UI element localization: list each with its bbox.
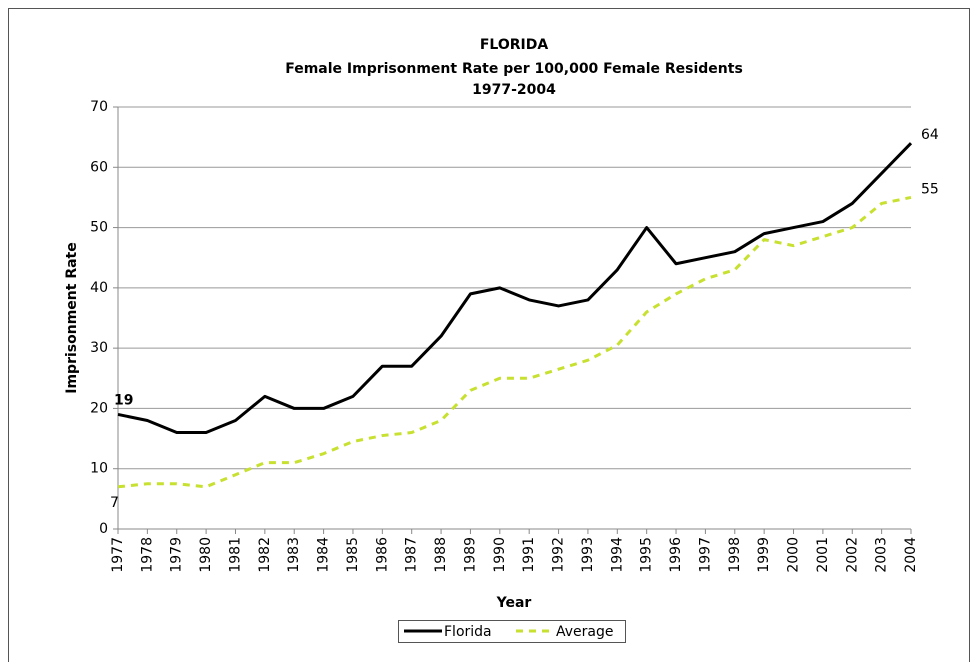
x-tick-label: 1979 — [169, 537, 185, 573]
data-label: 19 — [114, 392, 133, 408]
x-tick-label: 1981 — [227, 537, 243, 573]
y-tick-label: 40 — [90, 280, 108, 296]
x-tick-label: 1986 — [374, 537, 390, 573]
x-tick-label: 1978 — [139, 537, 155, 573]
x-tick-label: 2004 — [903, 537, 919, 573]
data-label: 64 — [921, 127, 939, 143]
data-label: 7 — [110, 495, 119, 511]
y-tick-label: 30 — [90, 340, 108, 356]
x-tick-label: 1994 — [609, 537, 625, 573]
x-tick-label: 1997 — [697, 537, 713, 573]
x-tick-label: 1983 — [286, 537, 302, 573]
x-tick-label: 2003 — [874, 537, 890, 573]
chart-period: 1977-2004 — [472, 82, 556, 98]
chart-subtitle: Female Imprisonment Rate per 100,000 Fem… — [285, 61, 743, 77]
x-tick-label: 1987 — [404, 537, 420, 573]
legend-label: Average — [556, 624, 614, 640]
x-tick-label: 1991 — [521, 537, 537, 573]
x-tick-label: 2000 — [786, 537, 802, 573]
line-series — [117, 195, 912, 489]
x-tick-label: 1998 — [727, 537, 743, 573]
x-tick-label: 1992 — [551, 537, 567, 573]
chart-title: FLORIDA — [480, 37, 548, 53]
y-axis-title: Imprisonment Rate — [64, 242, 80, 393]
x-tick-label: 1977 — [110, 537, 126, 573]
x-tick-label: 1996 — [668, 537, 684, 573]
y-tick-label: 70 — [90, 99, 108, 115]
x-tick-label: 1982 — [257, 537, 273, 573]
x-tick-label: 1993 — [580, 537, 596, 573]
y-tick-label: 0 — [99, 521, 108, 537]
x-tick-label: 1984 — [316, 537, 332, 573]
x-tick-label: 2002 — [844, 537, 860, 573]
x-tick-label: 1985 — [345, 537, 361, 573]
x-tick-label: 1980 — [198, 537, 214, 573]
x-tick-label: 2001 — [815, 537, 831, 573]
x-axis-title: Year — [496, 595, 532, 611]
x-tick-label: 1988 — [433, 537, 449, 573]
data-label: 55 — [921, 181, 939, 197]
y-tick-label: 50 — [90, 220, 108, 236]
legend-box — [398, 620, 626, 643]
x-tick-label: 1990 — [492, 537, 508, 573]
line-series — [117, 142, 913, 435]
x-tick-label: 1995 — [639, 537, 655, 573]
chart-frame — [8, 8, 970, 662]
y-tick-label: 10 — [90, 461, 108, 477]
legend-label: Florida — [444, 624, 492, 640]
y-tick-label: 60 — [90, 159, 108, 175]
x-tick-label: 1999 — [756, 537, 772, 573]
x-tick-label: 1989 — [462, 537, 478, 573]
y-tick-label: 20 — [90, 400, 108, 416]
